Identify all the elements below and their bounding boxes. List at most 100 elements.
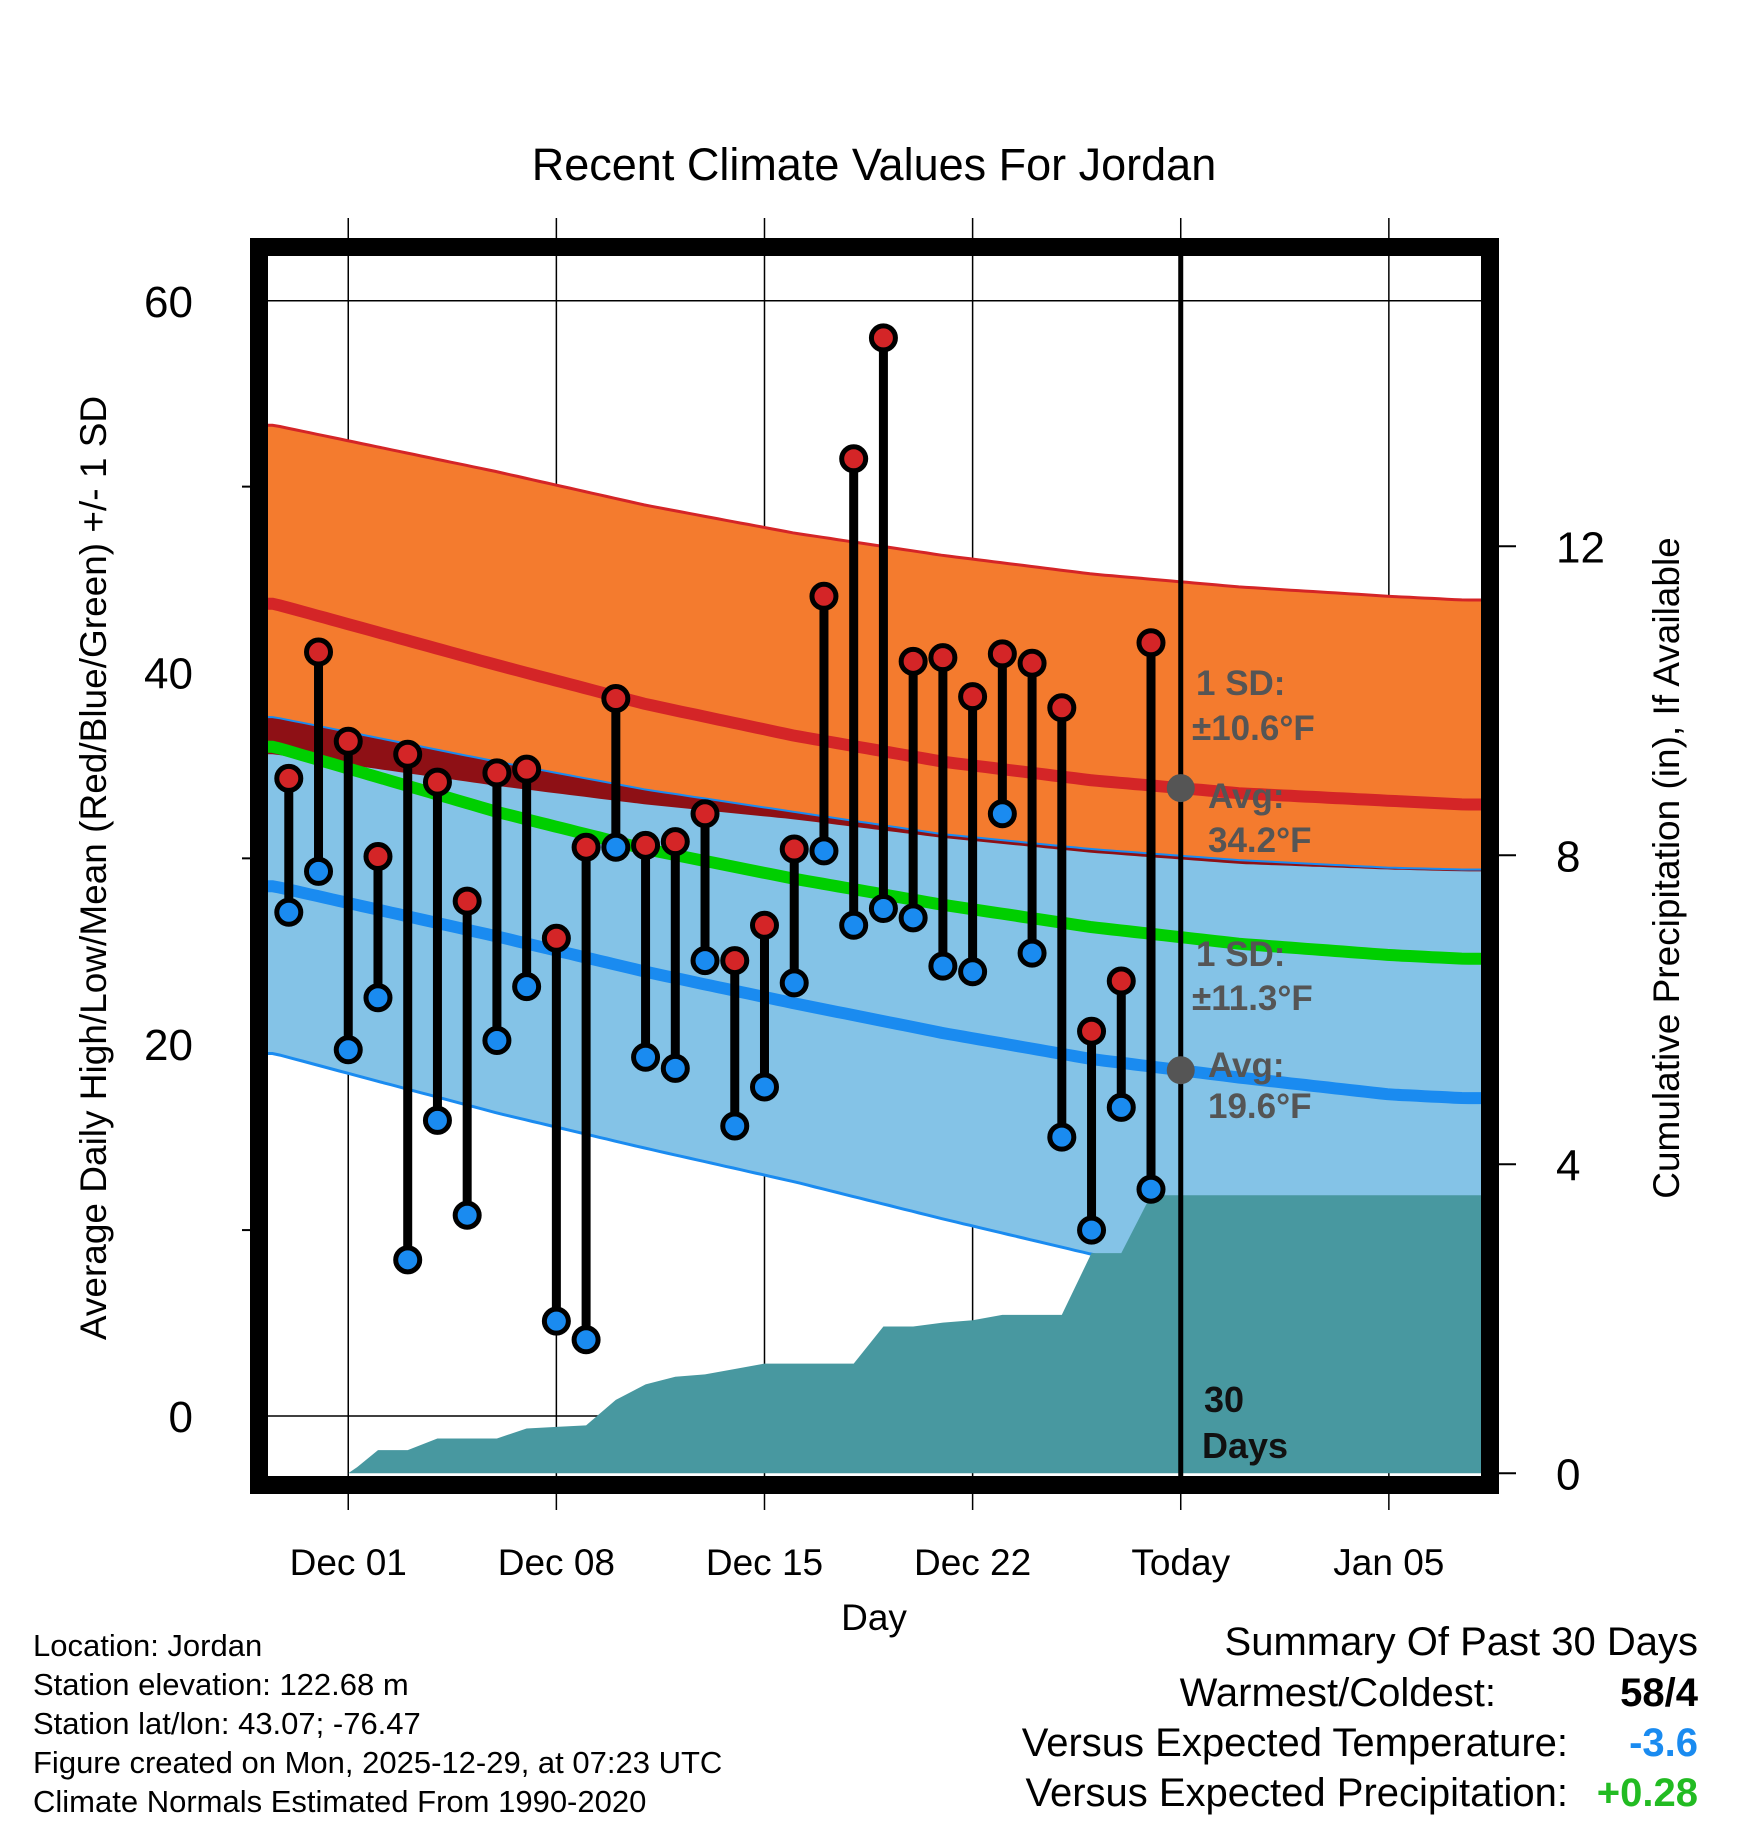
low-marker <box>660 1053 690 1083</box>
high-marker <box>274 763 304 793</box>
low-marker <box>422 1105 452 1135</box>
low-marker <box>809 836 839 866</box>
low-marker <box>482 1026 512 1056</box>
high-marker <box>631 830 661 860</box>
y2-tick-label: 8 <box>1556 832 1580 881</box>
axes: 0 20 40 60 0 4 8 12 Dec 01 Dec 08 Dec 15 Dec 22 Toda… <box>144 278 1605 1583</box>
high-avg-today-dot <box>1166 774 1195 803</box>
low-marker <box>571 1325 601 1355</box>
x-axis-label: Day <box>841 1597 907 1638</box>
low-marker <box>690 946 720 976</box>
high-marker <box>1047 693 1077 723</box>
today-line <box>1166 245 1195 1481</box>
high-avg-value: 34.2°F <box>1208 821 1312 860</box>
y2-axis-label: Cumulative Precipitation (in), If Availa… <box>1646 537 1687 1199</box>
low-upper-line <box>265 716 1484 871</box>
low-marker <box>987 799 1017 829</box>
low-marker <box>839 910 869 940</box>
high-marker <box>422 767 452 797</box>
summary-precip-value: +0.28 <box>1596 1771 1698 1815</box>
low-marker <box>274 897 304 927</box>
summary-warmest-label: Warmest/Coldest: <box>1179 1671 1496 1715</box>
high-marker <box>720 946 750 976</box>
low-marker <box>1106 1092 1136 1122</box>
daily-markers <box>274 323 1166 1355</box>
x-tick-label: Dec 01 <box>290 1542 407 1583</box>
high-marker <box>690 799 720 829</box>
high-marker <box>512 754 542 784</box>
low-marker <box>631 1042 661 1072</box>
low-avg-today-dot <box>1166 1056 1195 1085</box>
summary-temp-label: Versus Expected Temperature: <box>1021 1721 1568 1765</box>
precip-area <box>265 1195 1484 1474</box>
x-tick-label: Dec 08 <box>498 1542 615 1583</box>
high-marker <box>749 910 779 940</box>
summary-precip-label: Versus Expected Precipitation: <box>1025 1771 1568 1815</box>
info-created: Figure created on Mon, 2025-12-29, at 07… <box>33 1745 723 1780</box>
y-tick-label: 20 <box>144 1021 193 1070</box>
high-marker <box>1136 628 1166 658</box>
y-axis-label: Average Daily High/Low/Mean (Red/Blue/Gr… <box>73 396 114 1340</box>
high-sd-label: 1 SD: <box>1196 664 1285 703</box>
summary-title: Summary Of Past 30 Days <box>1224 1620 1698 1664</box>
high-marker <box>839 444 869 474</box>
low-marker <box>1047 1122 1077 1152</box>
high-marker <box>482 758 512 788</box>
low-sd-value: ±11.3°F <box>1192 979 1313 1018</box>
high-marker <box>809 581 839 611</box>
high-marker <box>1017 648 1047 678</box>
low-marker <box>779 968 809 998</box>
y2-tick-label: 0 <box>1556 1450 1580 1499</box>
low-marker <box>601 832 631 862</box>
x-tick-label: Jan 05 <box>1333 1542 1444 1583</box>
low-marker <box>958 957 988 987</box>
high-marker <box>601 684 631 714</box>
days-count: 30 <box>1204 1379 1244 1420</box>
info-elevation: Station elevation: 122.68 m <box>33 1667 409 1702</box>
low-marker <box>1077 1215 1107 1245</box>
summary-coldest-value: 4 <box>1675 1671 1698 1715</box>
high-marker <box>928 643 958 673</box>
high-marker <box>393 739 423 769</box>
x-tick-label: Dec 15 <box>706 1542 823 1583</box>
high-marker <box>987 639 1017 669</box>
low-marker <box>898 903 928 933</box>
y2-tick-label: 12 <box>1556 523 1605 572</box>
low-marker <box>304 856 334 886</box>
high-marker <box>898 646 928 676</box>
summary-temp-value: -3.6 <box>1629 1721 1698 1765</box>
high-marker <box>958 682 988 712</box>
high-marker <box>571 832 601 862</box>
high-avg-label: Avg: <box>1208 777 1284 816</box>
mean-avg-line <box>265 740 1484 965</box>
daily-range-sticks <box>284 337 1156 1340</box>
info-latlon: Station lat/lon: 43.07; -76.47 <box>33 1706 421 1741</box>
low-avg-value: 19.6°F <box>1208 1087 1312 1126</box>
x-tick-label: Today <box>1131 1542 1230 1583</box>
high-marker <box>779 834 809 864</box>
info-normals: Climate Normals Estimated From 1990-2020 <box>33 1784 647 1819</box>
high-marker <box>333 726 363 756</box>
normal-bands <box>265 423 1484 1314</box>
low-marker <box>1017 938 1047 968</box>
low-marker <box>333 1035 363 1065</box>
precip-area-shape <box>265 1195 1484 1474</box>
low-marker <box>452 1200 482 1230</box>
low-marker <box>363 983 393 1013</box>
high-marker <box>1077 1016 1107 1046</box>
high-marker <box>452 886 482 916</box>
low-marker <box>749 1072 779 1102</box>
low-marker <box>393 1245 423 1275</box>
info-location: Location: Jordan <box>33 1628 263 1663</box>
high-marker <box>363 841 393 871</box>
high-marker <box>868 323 898 353</box>
summary-warmest-coldest: 58/4 <box>1620 1671 1698 1715</box>
high-upper-line <box>265 423 1484 602</box>
y2-tick-label: 4 <box>1556 1141 1580 1190</box>
days-word: Days <box>1202 1425 1288 1466</box>
low-sd-label: 1 SD: <box>1196 935 1285 974</box>
high-marker <box>541 923 571 953</box>
low-marker <box>928 951 958 981</box>
high-avg-line <box>265 597 1484 811</box>
high-sd-value: ±10.6°F <box>1192 709 1315 748</box>
